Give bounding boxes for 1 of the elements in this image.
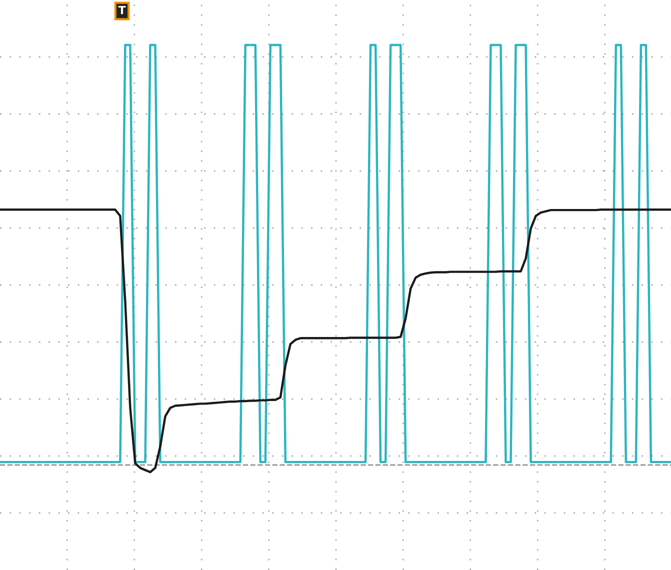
text: T: [118, 6, 126, 14]
